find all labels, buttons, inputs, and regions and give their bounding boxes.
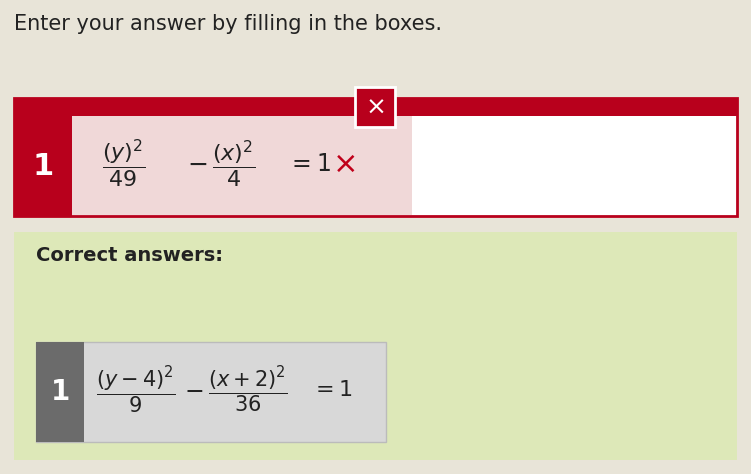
Text: $= 1$: $= 1$ — [287, 152, 330, 176]
FancyBboxPatch shape — [72, 116, 412, 215]
FancyBboxPatch shape — [36, 342, 84, 442]
FancyBboxPatch shape — [36, 342, 386, 442]
Text: Correct answers:: Correct answers: — [36, 246, 223, 265]
Text: $-$: $-$ — [184, 378, 204, 402]
FancyBboxPatch shape — [14, 98, 737, 116]
Text: $\dfrac{(x)^2}{4}$: $\dfrac{(x)^2}{4}$ — [212, 138, 255, 190]
FancyBboxPatch shape — [14, 116, 72, 216]
Text: 1: 1 — [32, 152, 53, 181]
Text: 1: 1 — [50, 378, 70, 406]
FancyBboxPatch shape — [355, 87, 395, 127]
Text: $= 1$: $= 1$ — [311, 380, 352, 400]
Text: $\dfrac{(y-4)^2}{9}$: $\dfrac{(y-4)^2}{9}$ — [96, 364, 176, 416]
Text: $\times$: $\times$ — [332, 149, 355, 179]
Text: Enter your answer by filling in the boxes.: Enter your answer by filling in the boxe… — [14, 14, 442, 34]
Text: $\dfrac{(y)^2}{49}$: $\dfrac{(y)^2}{49}$ — [102, 138, 145, 190]
FancyBboxPatch shape — [14, 232, 737, 460]
Text: $\times$: $\times$ — [365, 95, 385, 119]
Text: $-$: $-$ — [187, 152, 207, 176]
Text: $\dfrac{(x+2)^2}{36}$: $\dfrac{(x+2)^2}{36}$ — [208, 365, 288, 415]
FancyBboxPatch shape — [14, 98, 737, 216]
